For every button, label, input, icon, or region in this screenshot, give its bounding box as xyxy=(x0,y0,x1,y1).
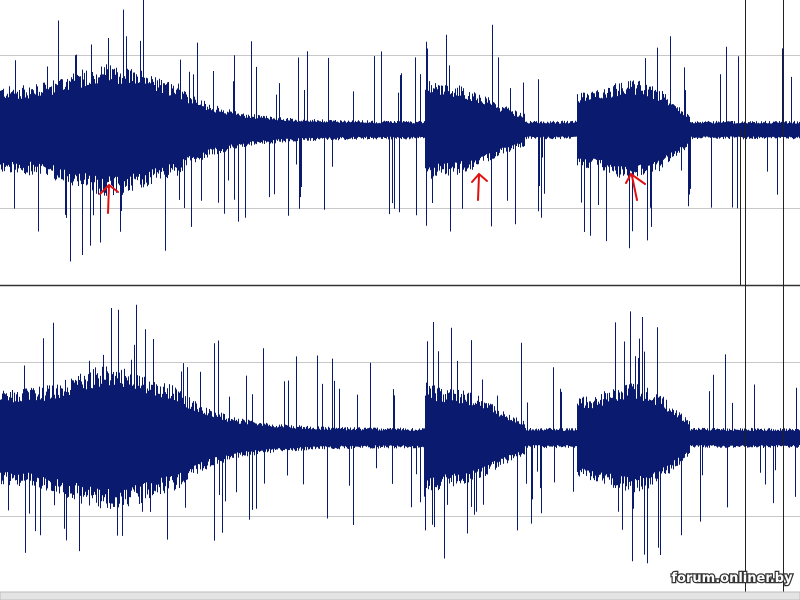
annotation-arrows xyxy=(99,172,646,214)
watermark: forum.onliner.by xyxy=(671,571,793,586)
arrow xyxy=(99,183,119,214)
arrow xyxy=(471,172,488,201)
waveform-channel xyxy=(0,304,800,564)
waveform-channel xyxy=(0,0,800,262)
markers xyxy=(740,0,784,592)
arrow xyxy=(625,172,646,201)
scrollbar xyxy=(0,591,800,600)
waveforms xyxy=(0,0,800,564)
